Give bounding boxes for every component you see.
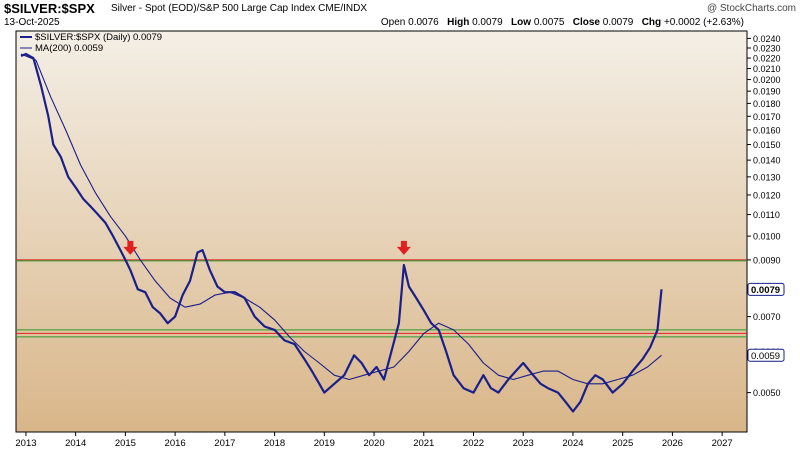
x-tick-label: 2026	[662, 438, 683, 449]
high-label: High	[447, 17, 470, 28]
series-line-price	[20, 52, 663, 413]
chart-symbol-title: $SILVER:$SPX	[4, 1, 95, 16]
chart-legend: $SILVER:$SPX (Daily) 0.0079 MA(200) 0.00…	[20, 32, 162, 54]
y-tick-label: 0.0180	[753, 99, 781, 109]
y-tick-label: 0.0220	[753, 54, 781, 64]
high-value: 0.0079	[472, 17, 503, 28]
brand-watermark[interactable]: @ StockCharts.com	[706, 3, 796, 14]
y-tick-label: 0.0130	[753, 172, 781, 182]
y-tick-label: 0.0210	[753, 64, 781, 74]
x-tick-label: 2020	[363, 438, 384, 449]
y-tick-label: 0.0170	[753, 112, 781, 122]
x-tick-label: 2014	[65, 438, 86, 449]
low-value: 0.0075	[533, 17, 565, 28]
x-tick-label: 2021	[413, 438, 434, 449]
y-tick-label: 0.0120	[753, 190, 781, 200]
legend-ma-label: MA(200) 0.0059	[35, 43, 103, 54]
y-tick-label: 0.0140	[753, 156, 781, 166]
last-ma-label: 0.0059	[751, 351, 780, 362]
open-value: 0.0076	[408, 17, 439, 28]
plot-area	[15, 30, 748, 433]
x-tick-label: 2019	[314, 438, 335, 449]
x-tick-label: 2023	[513, 438, 534, 449]
ohlc-stats: Open 0.0076 High 0.0079 Low 0.0075 Close…	[381, 17, 744, 28]
last-price-label: 0.0079	[751, 285, 780, 296]
last-ma-label-box	[747, 348, 785, 362]
x-tick-label: 2015	[115, 438, 136, 449]
y-tick-label: 0.0070	[753, 312, 781, 322]
close-label: Close	[572, 17, 600, 28]
red-down-arrow-2	[396, 240, 411, 255]
legend-price-label: $SILVER:$SPX (Daily) 0.0079	[35, 32, 162, 43]
x-tick-label: 2024	[562, 438, 583, 449]
chart-date: 13-Oct-2025	[4, 17, 60, 28]
chart-subtitle: Silver - Spot (EOD)/S&P 500 Large Cap In…	[111, 3, 368, 14]
x-tick-label: 2027	[712, 438, 733, 449]
y-tick-label: 0.0230	[753, 44, 781, 54]
y-tick-label: 0.0150	[753, 140, 781, 150]
red-down-arrow-1	[123, 240, 138, 255]
y-tick-label: 0.0200	[753, 75, 781, 85]
y-tick-label: 0.0110	[753, 210, 780, 220]
series-line-ma200	[20, 53, 662, 385]
y-tick-label: 0.0050	[753, 388, 781, 398]
y-tick-label: 0.0160	[753, 125, 781, 135]
y-tick-label: 0.0190	[753, 87, 781, 97]
x-tick-label: 2025	[612, 438, 633, 449]
low-label: Low	[511, 17, 532, 28]
last-price-label-box	[747, 282, 785, 296]
close-value: 0.0079	[602, 17, 634, 28]
x-tick-label: 2018	[264, 438, 285, 449]
x-tick-label: 2016	[165, 438, 186, 449]
x-tick-label: 2017	[214, 438, 235, 449]
x-tick-label: 2013	[15, 438, 36, 449]
y-tick-label: 0.0240	[753, 34, 781, 44]
chg-label: Chg	[641, 17, 662, 28]
x-tick-label: 2022	[463, 438, 484, 449]
y-tick-label: 0.0090	[753, 255, 781, 265]
chg-value: +0.0002 (+2.63%)	[663, 17, 744, 28]
open-label: Open	[380, 17, 406, 28]
y-tick-label: 0.0100	[753, 232, 781, 242]
